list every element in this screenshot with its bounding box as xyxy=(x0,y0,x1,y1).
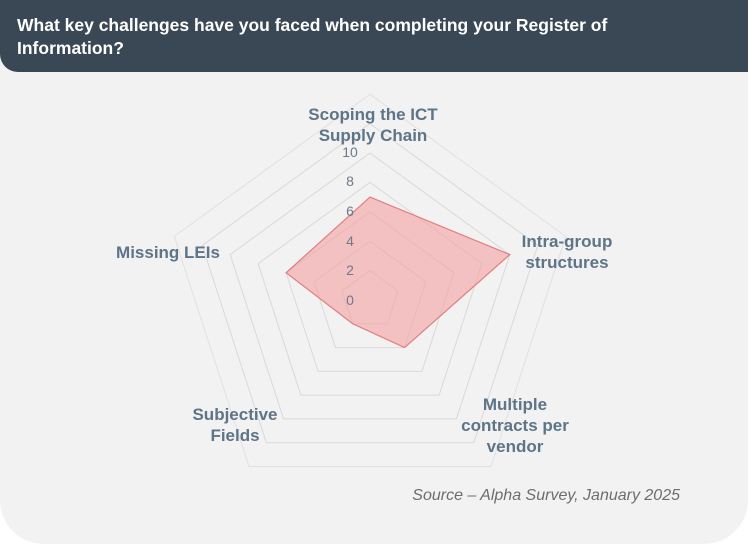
tick-label: 10 xyxy=(342,144,358,160)
axis-label-scoping: Scoping the ICT Supply Chain xyxy=(308,105,438,145)
axis-label-multiple-contracts: Multiple contracts per vendor xyxy=(461,395,569,456)
tick-label: 4 xyxy=(346,233,354,249)
radar-series xyxy=(285,196,511,349)
axis-label-subjective: Subjective Fields xyxy=(192,405,278,445)
grid-ring xyxy=(173,93,567,467)
tick-label: 6 xyxy=(346,203,354,219)
source-note: Source – Alpha Survey, January 2025 xyxy=(412,487,680,504)
tick-label: 8 xyxy=(346,173,354,189)
axis-label-missing-leis: Missing LEIs xyxy=(116,243,220,262)
tick-label: 0 xyxy=(346,292,354,308)
series-area xyxy=(285,196,511,349)
chart-header: What key challenges have you faced when … xyxy=(0,0,748,72)
grid-ring xyxy=(229,152,511,420)
axis-label-intra-group: Intra-group structures xyxy=(521,232,613,272)
tick-label: 2 xyxy=(346,262,354,278)
chart-title: What key challenges have you faced when … xyxy=(17,15,608,58)
grid-ring xyxy=(201,122,539,444)
